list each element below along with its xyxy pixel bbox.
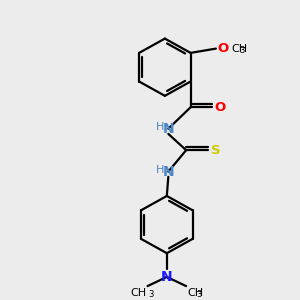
Text: O: O (217, 42, 228, 55)
Text: H: H (156, 122, 165, 132)
Text: N: N (161, 270, 172, 284)
Text: CH: CH (188, 288, 204, 298)
Text: N: N (163, 122, 174, 136)
Text: H: H (156, 165, 165, 175)
Text: 3: 3 (148, 290, 153, 299)
Text: O: O (214, 101, 226, 114)
Text: 3: 3 (240, 46, 245, 56)
Text: CH: CH (231, 44, 248, 54)
Text: N: N (163, 165, 174, 178)
Text: 3: 3 (196, 290, 201, 299)
Text: CH: CH (130, 288, 146, 298)
Text: S: S (211, 144, 220, 157)
